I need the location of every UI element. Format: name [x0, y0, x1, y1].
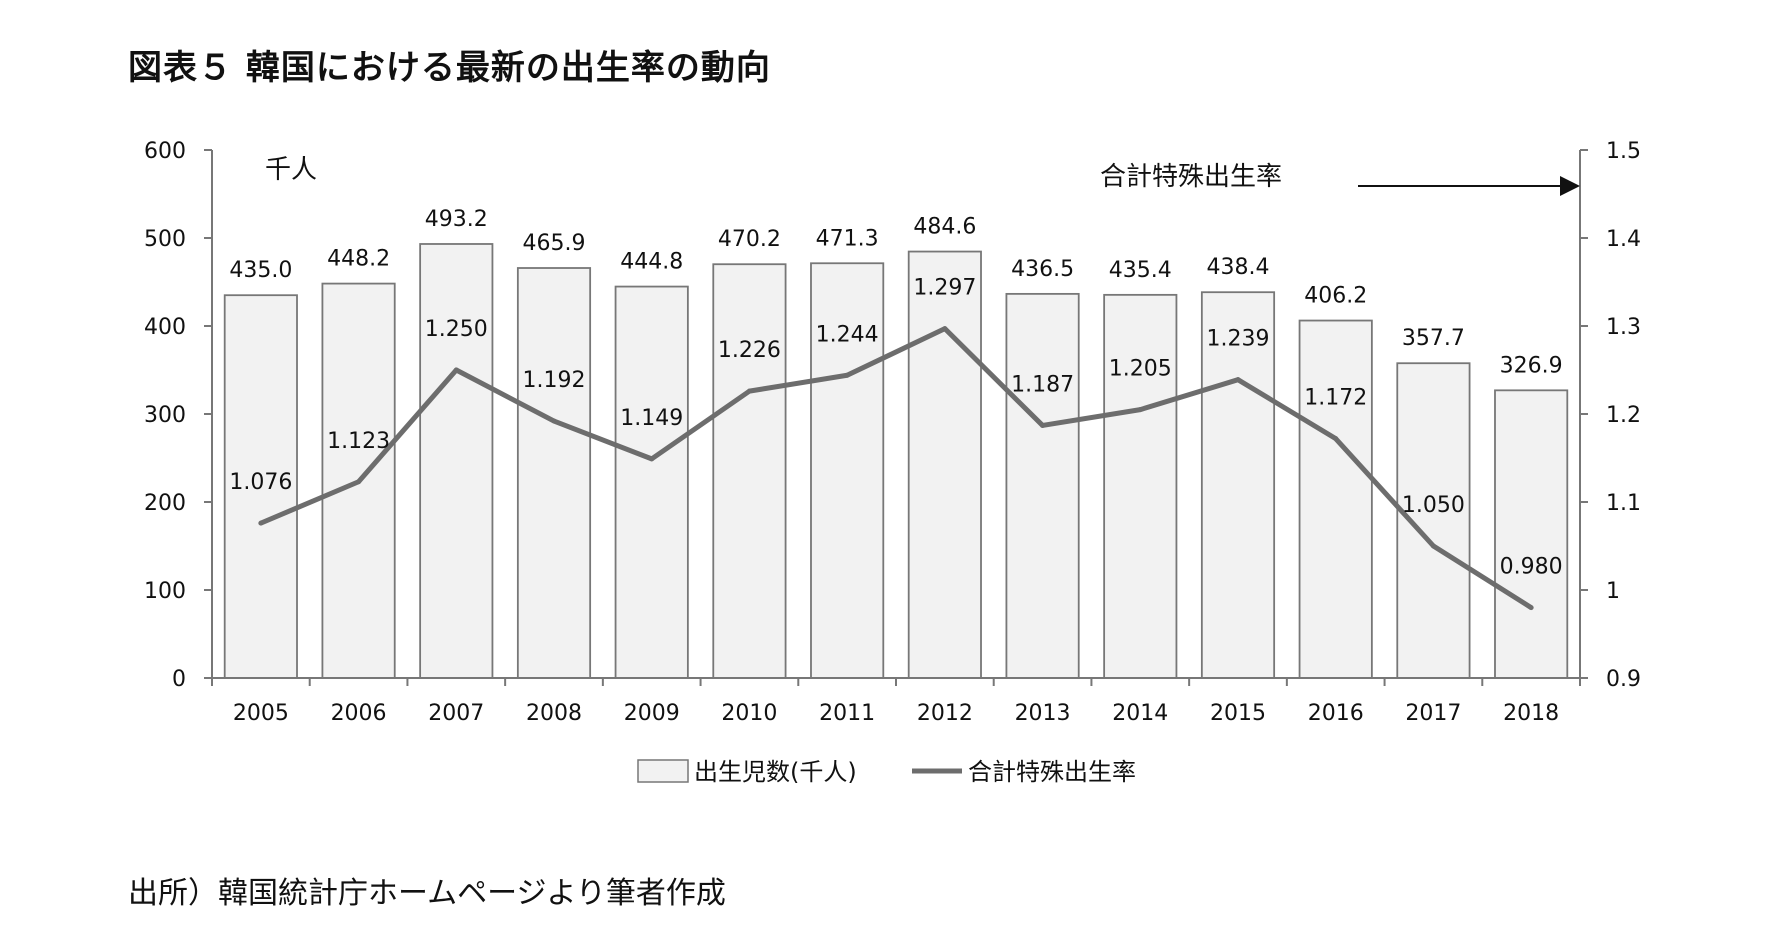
rate-data-label: 1.239: [1207, 327, 1270, 352]
bars-layer: [223, 243, 1569, 679]
bar-data-label: 444.8: [620, 250, 683, 275]
left-axis-unit-label: 千人: [265, 155, 317, 185]
rate-data-label: 1.297: [913, 276, 976, 301]
bar: [1494, 389, 1569, 679]
rate-data-label: 1.250: [425, 317, 488, 342]
bar: [1298, 319, 1373, 679]
left-axis-tick-label: 200: [144, 491, 186, 516]
legend-bar-label: 出生児数(千人): [694, 758, 857, 786]
legend-line-label: 合計特殊出生率: [968, 758, 1136, 786]
left-axis-tick-label: 300: [144, 403, 186, 428]
bar-data-label: 470.2: [718, 227, 781, 252]
legend-bar-swatch: [637, 759, 689, 783]
axes-layer: 0 100 200 300 400 500 600 0.9 1 1.1 1.2 1.3 1.4 1.5 20…: [144, 139, 1641, 726]
bar-data-label: 435.4: [1109, 258, 1172, 283]
rate-point: [746, 388, 752, 394]
rate-point: [1137, 407, 1143, 413]
x-axis-tick-label: 2015: [1210, 701, 1266, 726]
bar-data-label: 484.6: [913, 215, 976, 240]
left-axis-tick-label: 400: [144, 315, 186, 340]
x-axis-tick-label: 2017: [1405, 701, 1461, 726]
x-axis-tick-label: 2013: [1015, 701, 1071, 726]
rate-point: [649, 456, 655, 462]
right-axis-tick-label: 1.2: [1606, 403, 1641, 428]
source-note: 出所）韓国統計庁ホームページより筆者作成: [128, 876, 726, 911]
rate-annotation-label: 合計特殊出生率: [1100, 162, 1282, 192]
bar-data-label: 471.3: [816, 226, 879, 251]
bar: [712, 263, 787, 679]
rate-data-label: 1.149: [620, 406, 683, 431]
left-axis-tick-label: 100: [144, 579, 186, 604]
bar: [907, 250, 982, 679]
x-axis-tick-label: 2007: [428, 701, 484, 726]
bar-data-label: 493.2: [425, 207, 488, 232]
right-axis-tick-label: 1.4: [1606, 227, 1641, 252]
rate-point: [1040, 422, 1046, 428]
bar-data-label: 436.5: [1011, 257, 1074, 282]
bar: [419, 243, 494, 679]
rate-point: [942, 326, 948, 332]
rate-data-label: 1.226: [718, 338, 781, 363]
rate-point: [356, 479, 362, 485]
right-axis-tick-label: 1.3: [1606, 315, 1641, 340]
x-axis-tick-label: 2012: [917, 701, 973, 726]
rate-point: [551, 418, 557, 424]
rate-data-label: 1.076: [229, 470, 292, 495]
figure-title: 図表５ 韓国における最新の出生率の動向: [128, 48, 771, 88]
rate-point: [258, 520, 264, 526]
x-axis-tick-label: 2006: [331, 701, 387, 726]
rate-point: [844, 372, 850, 378]
right-axis-tick-label: 1.1: [1606, 491, 1641, 516]
bar: [614, 285, 689, 679]
x-axis-tick-label: 2005: [233, 701, 289, 726]
x-axis-tick-label: 2016: [1308, 701, 1364, 726]
bar-data-label: 326.9: [1500, 353, 1563, 378]
left-axis-tick-label: 600: [144, 139, 186, 164]
rate-data-label: 1.172: [1304, 386, 1367, 411]
rate-data-label: 1.187: [1011, 372, 1074, 397]
right-axis-tick-label: 1.5: [1606, 139, 1641, 164]
bar: [516, 267, 592, 679]
x-axis-tick-label: 2009: [624, 701, 680, 726]
rate-point: [1235, 377, 1241, 383]
rate-data-label: 0.980: [1500, 555, 1563, 580]
rate-data-label: 1.244: [816, 322, 879, 347]
labels-layer: 435.0 448.2 493.2 465.9 444.8 470.2 471.3 484.6…: [229, 207, 1562, 580]
bar-data-label: 357.7: [1402, 326, 1465, 351]
x-axis-tick-label: 2011: [819, 701, 875, 726]
rate-point: [453, 367, 459, 373]
rate-data-label: 1.205: [1109, 357, 1172, 382]
legend: 出生児数(千人) 合計特殊出生率: [637, 758, 1136, 786]
bar: [1005, 292, 1080, 679]
bar-data-label: 406.2: [1304, 284, 1367, 309]
rate-data-label: 1.123: [327, 429, 390, 454]
x-axis-tick-label: 2014: [1112, 701, 1168, 726]
bar-data-label: 448.2: [327, 247, 390, 272]
right-axis-tick-label: 1: [1606, 579, 1620, 604]
right-axis-tick-label: 0.9: [1606, 667, 1641, 692]
left-axis-tick-label: 500: [144, 227, 186, 252]
bar-data-label: 465.9: [523, 231, 586, 256]
rate-point: [1528, 605, 1534, 611]
x-axis-tick-label: 2018: [1503, 701, 1559, 726]
rate-data-label: 1.192: [523, 368, 586, 393]
rate-data-label: 1.050: [1402, 493, 1465, 518]
rate-point: [1430, 543, 1436, 549]
rate-point: [1333, 436, 1339, 442]
x-axis-tick-label: 2008: [526, 701, 582, 726]
bar-data-label: 435.0: [229, 258, 292, 283]
rate-annotation: 合計特殊出生率: [1100, 162, 1580, 196]
x-axis-tick-label: 2010: [721, 701, 777, 726]
bar: [223, 294, 298, 679]
bar: [810, 262, 885, 679]
left-axis-tick-label: 0: [172, 667, 186, 692]
bar-data-label: 438.4: [1207, 255, 1270, 280]
bar: [1103, 293, 1178, 679]
line-layer: [258, 326, 1534, 611]
rate-line: [259, 326, 1533, 610]
